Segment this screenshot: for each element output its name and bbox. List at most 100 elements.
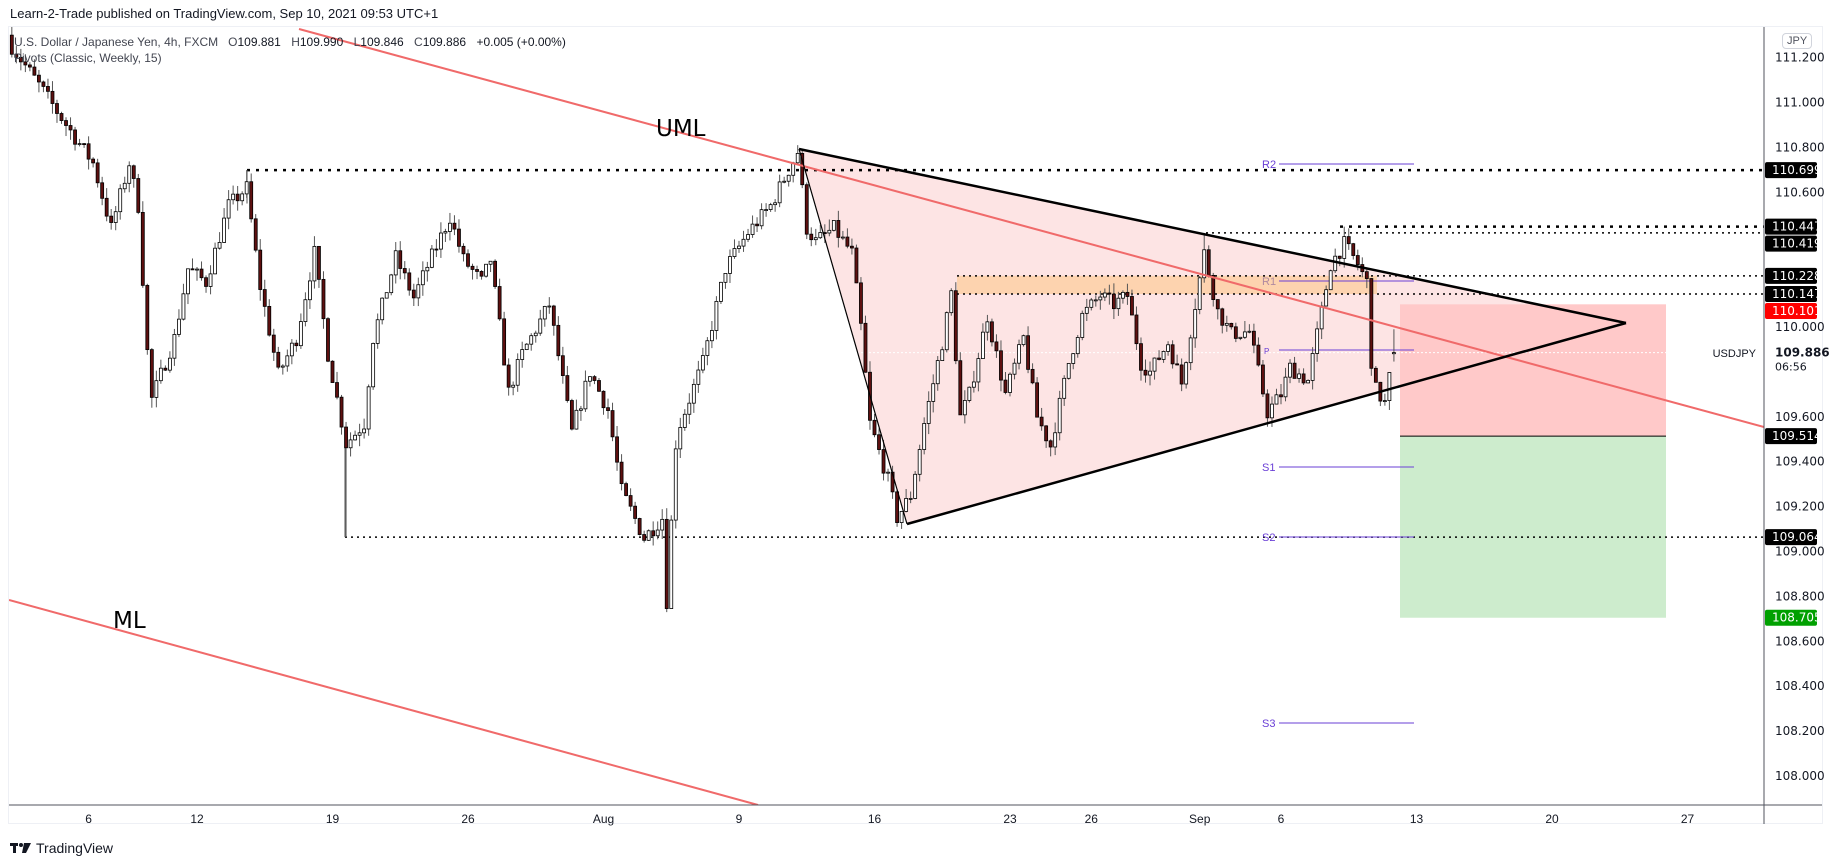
time-tick-label: 27: [1681, 812, 1695, 826]
price-badge-label: 110.419: [1772, 237, 1822, 251]
candle-down: [895, 491, 899, 523]
candle-down: [497, 286, 502, 320]
candle-down: [330, 360, 335, 383]
price-tick-label: 110.000: [1775, 320, 1825, 334]
currency-badge[interactable]: JPY: [1782, 33, 1813, 49]
candle-up: [922, 423, 927, 450]
uml-trendline[interactable]: [298, 28, 1764, 428]
pivot-p-label: P: [1264, 347, 1269, 356]
price-tick-label: 108.800: [1775, 589, 1825, 603]
candle-up: [1387, 372, 1392, 402]
candle-up: [719, 281, 723, 302]
candle-up: [949, 290, 954, 314]
candle-down: [560, 355, 565, 376]
candle-down: [398, 250, 403, 269]
candle-down: [1026, 335, 1030, 370]
price-axis[interactable]: 111.200 111.000 110.800 110.600 110.000 109.6…: [1775, 51, 1825, 783]
candle-down: [999, 350, 1003, 381]
time-tick-label: 13: [1410, 812, 1424, 826]
candle-up: [1288, 362, 1292, 378]
candle-up: [714, 300, 719, 331]
candle-down: [800, 153, 805, 186]
stop-loss-zone[interactable]: [1400, 304, 1666, 437]
indicator-pivots[interactable]: Pivots (Classic, Weekly, 15): [14, 51, 162, 65]
candle-down: [565, 375, 570, 401]
candle-up: [285, 355, 290, 367]
candle-down: [1337, 255, 1342, 259]
candle-down: [1044, 425, 1049, 442]
candle-up: [122, 182, 127, 190]
candle-up: [1306, 380, 1310, 384]
take-profit-zone[interactable]: [1400, 436, 1666, 618]
candle-up: [831, 220, 836, 231]
candle-down: [1301, 373, 1306, 384]
candle-up: [728, 256, 732, 274]
pivot-s3-label: S3: [1262, 718, 1275, 730]
candle-up: [443, 231, 448, 234]
tradingview-logo[interactable]: TradingView: [10, 840, 113, 856]
candle-up: [813, 237, 818, 241]
candle-down: [199, 268, 204, 279]
candle-up: [167, 357, 172, 371]
price-tick-label: 109.400: [1775, 455, 1825, 469]
candle-down: [1179, 364, 1184, 385]
candle-up: [240, 193, 245, 202]
price-badge: [1765, 162, 1817, 179]
candle-down: [1279, 394, 1283, 398]
close-value: 109.886: [422, 35, 467, 49]
resistance-zone[interactable]: [957, 275, 1377, 294]
candle-down: [1134, 314, 1139, 345]
candle-up: [687, 402, 692, 415]
candle-down: [990, 321, 994, 343]
candle-up: [231, 193, 236, 201]
candle-up: [673, 448, 678, 521]
candle-up: [1098, 296, 1103, 301]
candle-up: [1102, 292, 1107, 298]
triangle-upper-line[interactable]: [798, 147, 1627, 325]
candle-up: [244, 181, 249, 195]
chart-legend[interactable]: U.S. Dollar / Japanese Yen, 4h, FXCM O10…: [14, 34, 573, 66]
candle-down: [637, 518, 642, 535]
candle-down: [466, 253, 470, 267]
candle-down: [461, 245, 466, 255]
candle-up: [1202, 249, 1207, 279]
candle-up: [1193, 309, 1198, 339]
candle-down: [249, 181, 254, 220]
candle-down: [642, 534, 647, 541]
svg-text:109.886: 109.886: [1775, 346, 1830, 360]
candle-down: [1252, 330, 1256, 346]
candle-up: [1166, 344, 1170, 352]
candle-down: [253, 218, 258, 251]
time-axis[interactable]: 6 12 19 26 Aug 9 16 23 26 Sep 6 13 20 27: [85, 812, 1694, 826]
candle-up: [971, 381, 976, 388]
candle-down: [836, 220, 841, 238]
candle-down: [1048, 440, 1053, 448]
candle-up: [777, 181, 782, 204]
candle-up: [515, 359, 520, 386]
candle-up: [1283, 376, 1288, 398]
candle-up: [1021, 335, 1026, 346]
candle-up: [931, 383, 936, 402]
candle-down: [854, 247, 859, 284]
candle-down: [809, 233, 814, 241]
time-tick-label: 26: [1085, 812, 1099, 826]
candle-down: [104, 197, 109, 217]
candle-down: [863, 322, 868, 373]
candle-up: [750, 223, 755, 235]
ml-trendline[interactable]: [9, 599, 759, 805]
candle-up: [280, 365, 285, 368]
candle-down: [1206, 249, 1211, 276]
triangle-lower-line[interactable]: [906, 321, 1627, 526]
candle-up: [1270, 403, 1274, 419]
triangle-pattern-fill[interactable]: [799, 149, 1626, 524]
candle-down: [1107, 292, 1112, 295]
triangle-left-line[interactable]: [798, 148, 908, 525]
high-value: 109.990: [299, 35, 344, 49]
candle-up: [1342, 236, 1347, 259]
candle-up: [371, 343, 376, 388]
candle-down: [457, 228, 461, 247]
uml-label: UML: [656, 116, 706, 142]
candle-up: [795, 153, 800, 164]
chart-panel[interactable]: [8, 26, 1823, 824]
